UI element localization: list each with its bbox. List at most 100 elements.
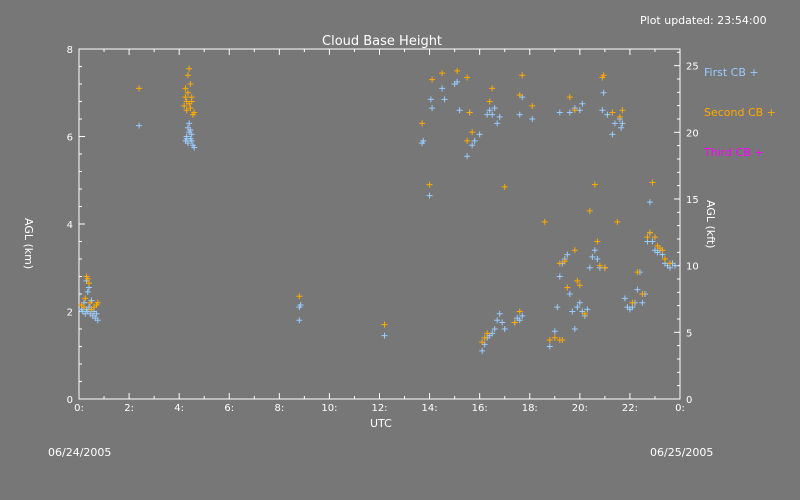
point-series-1 bbox=[519, 312, 526, 319]
y-tick-label-right: 15 bbox=[686, 195, 699, 206]
point-series-2 bbox=[586, 207, 593, 214]
point-series-2 bbox=[646, 229, 653, 236]
x-tick-label: 0: bbox=[675, 403, 685, 414]
y-tick-label-right: 20 bbox=[686, 128, 699, 139]
point-series-1 bbox=[516, 111, 523, 118]
point-series-2 bbox=[181, 102, 188, 109]
point-series-2 bbox=[191, 109, 198, 116]
y-tick-label-left: 8 bbox=[67, 45, 73, 56]
point-series-2 bbox=[601, 264, 608, 271]
point-series-2 bbox=[561, 258, 568, 265]
point-series-2 bbox=[419, 120, 426, 127]
point-series-1 bbox=[556, 109, 563, 116]
point-series-2 bbox=[576, 282, 583, 289]
point-series-1 bbox=[381, 332, 388, 339]
point-series-1 bbox=[429, 105, 436, 112]
point-series-1 bbox=[576, 107, 583, 114]
point-series-1 bbox=[619, 120, 626, 127]
point-series-2 bbox=[486, 98, 493, 105]
y-tick-label-right: 10 bbox=[686, 262, 699, 273]
x-tick-label: 12: bbox=[371, 403, 387, 414]
point-series-1 bbox=[589, 253, 596, 260]
legend-first-cb: First CB + bbox=[704, 66, 759, 79]
point-series-1 bbox=[479, 347, 486, 354]
y-tick-label-right: 0 bbox=[686, 395, 692, 406]
point-series-2 bbox=[426, 181, 433, 188]
y-tick-label-right: 5 bbox=[686, 328, 692, 339]
y-axis-label-right: AGL (kft) bbox=[704, 200, 717, 249]
point-series-1 bbox=[188, 131, 195, 138]
point-series-2 bbox=[184, 89, 191, 96]
legend-first-cb-label: First CB bbox=[704, 66, 746, 79]
plot-updated-label: Plot updated: 23:54:00 bbox=[640, 14, 767, 27]
point-series-1 bbox=[491, 105, 498, 112]
point-series-2 bbox=[516, 91, 523, 98]
y-tick-label-left: 0 bbox=[67, 395, 73, 406]
point-series-2 bbox=[86, 280, 93, 287]
point-series-2 bbox=[571, 107, 578, 114]
x-tick-label: 2: bbox=[124, 403, 134, 414]
point-series-2 bbox=[600, 72, 607, 79]
point-series-2 bbox=[551, 334, 558, 341]
x-axis-label: UTC bbox=[370, 417, 392, 430]
point-series-1 bbox=[611, 120, 618, 127]
point-series-2 bbox=[649, 179, 656, 186]
point-series-1 bbox=[496, 113, 503, 120]
point-series-1 bbox=[489, 111, 496, 118]
y-tick-label-left: 6 bbox=[67, 133, 73, 144]
point-series-2 bbox=[82, 295, 89, 302]
point-series-1 bbox=[84, 288, 91, 295]
point-series-1 bbox=[471, 137, 478, 144]
point-series-1 bbox=[569, 308, 576, 315]
point-series-2 bbox=[136, 85, 143, 92]
point-series-2 bbox=[429, 76, 436, 83]
point-series-1 bbox=[296, 317, 303, 324]
point-series-1 bbox=[600, 89, 607, 96]
point-series-1 bbox=[186, 120, 193, 127]
point-series-2 bbox=[87, 299, 94, 306]
point-series-1 bbox=[427, 96, 434, 103]
point-series-2 bbox=[454, 67, 461, 74]
point-series-1 bbox=[579, 100, 586, 107]
point-series-1 bbox=[136, 122, 143, 129]
point-series-2 bbox=[619, 107, 626, 114]
point-series-1 bbox=[546, 343, 553, 350]
point-series-1 bbox=[439, 85, 446, 92]
point-series-1 bbox=[571, 326, 578, 332]
point-series-2 bbox=[184, 72, 191, 79]
point-series-1 bbox=[554, 304, 561, 311]
point-series-2 bbox=[511, 319, 518, 326]
x-tick-label: 10: bbox=[321, 403, 337, 414]
point-series-1 bbox=[599, 107, 606, 114]
point-series-1 bbox=[187, 126, 194, 133]
point-series-1 bbox=[489, 330, 496, 337]
point-series-2 bbox=[464, 74, 471, 81]
point-series-1 bbox=[594, 256, 601, 262]
point-series-2 bbox=[546, 336, 553, 343]
point-series-2 bbox=[94, 299, 101, 306]
point-series-1 bbox=[426, 192, 433, 199]
point-series-1 bbox=[494, 317, 501, 324]
point-series-1 bbox=[551, 328, 558, 335]
point-series-1 bbox=[93, 310, 100, 317]
point-series-1 bbox=[420, 137, 427, 144]
point-series-2 bbox=[516, 308, 523, 315]
point-series-1 bbox=[184, 140, 191, 147]
legend-first-cb-marker: + bbox=[749, 66, 759, 79]
point-series-2 bbox=[566, 94, 573, 101]
point-series-2 bbox=[634, 269, 641, 276]
point-series-1 bbox=[564, 251, 571, 258]
point-series-2 bbox=[541, 218, 548, 225]
point-series-1 bbox=[297, 301, 304, 308]
point-series-2 bbox=[639, 291, 646, 297]
legend-third-cb-label: Third CB bbox=[704, 146, 751, 159]
legend-second-cb-label: Second CB bbox=[704, 106, 764, 119]
x-tick-label: 22: bbox=[622, 403, 638, 414]
point-series-2 bbox=[466, 109, 473, 116]
point-series-1 bbox=[188, 137, 195, 144]
x-tick-label: 8: bbox=[274, 403, 284, 414]
point-series-1 bbox=[476, 131, 483, 138]
axis-ticks: 0: 2: 4: 6: 8: 10: 12: 14: 16: 18: 20: 22: 0:0246805… bbox=[67, 45, 699, 414]
point-series-2 bbox=[629, 299, 636, 306]
point-series-1 bbox=[566, 109, 573, 116]
